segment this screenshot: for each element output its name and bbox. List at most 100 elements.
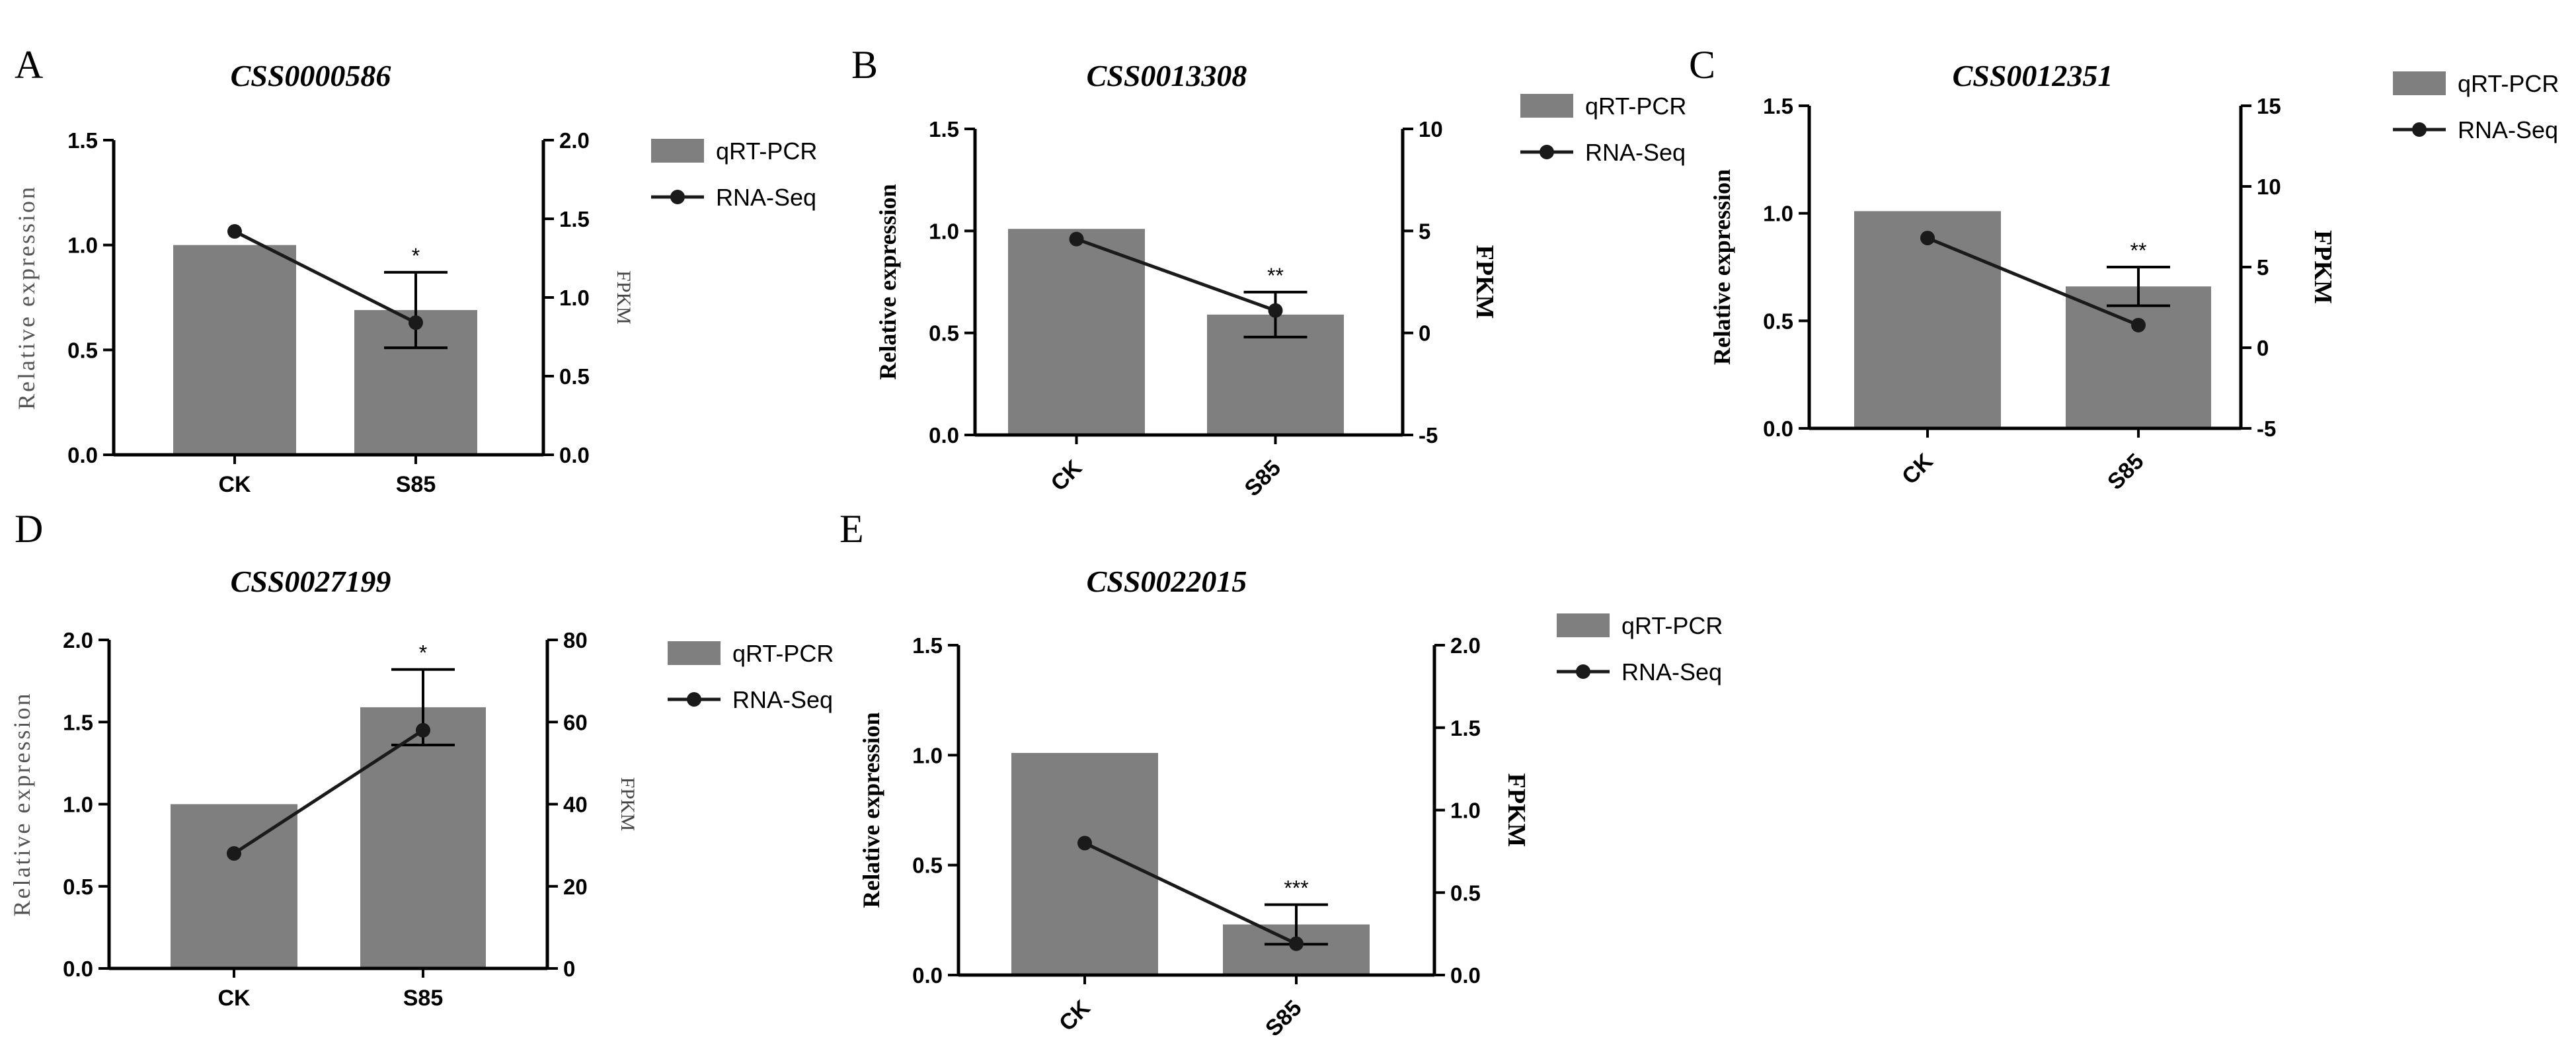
panel-letter: E xyxy=(839,507,864,551)
legend: qRT-PCR RNA-Seq xyxy=(651,137,817,211)
y-tick-label-right: 2.0 xyxy=(1450,633,1481,658)
y-tick-label-left: 1.0 xyxy=(912,743,943,767)
y-tick-label-left: 1.0 xyxy=(67,233,98,258)
y-tick-label-right: 10 xyxy=(2257,175,2281,199)
legend: qRT-PCR RNA-Seq xyxy=(1520,93,1686,166)
legend-swatch-qrt-pcr xyxy=(2393,71,2446,95)
y-tick-label-right: 0.5 xyxy=(559,364,590,389)
y-tick-label-right: 0.0 xyxy=(1450,963,1481,988)
rnaseq-point-s85 xyxy=(2131,317,2146,333)
legend: qRT-PCR RNA-Seq xyxy=(668,640,834,713)
bar-ck xyxy=(173,245,296,455)
y-tick-label-right: 1.0 xyxy=(1450,799,1481,823)
chart-panel-a: A CSS0000586 * 0.0 0.5 1.0 1.5 0.0 0.5 1.0 1.5 2.0 C… xyxy=(13,43,817,497)
chart-title: CSS0027199 xyxy=(231,565,391,598)
legend-marker-rna-seq xyxy=(1576,664,1590,679)
legend-marker-rna-seq xyxy=(2412,122,2427,137)
legend-swatch-qrt-pcr xyxy=(1557,613,1610,637)
legend-label-rna-seq: RNA-Seq xyxy=(1585,139,1686,166)
y-tick-label-left: 0.0 xyxy=(1763,416,1793,441)
rnaseq-line xyxy=(1927,236,2139,327)
rnaseq-point-ck xyxy=(227,846,241,861)
y-tick-label-right: 5 xyxy=(2257,255,2269,280)
legend-label-rna-seq: RNA-Seq xyxy=(716,184,816,211)
legend: qRT-PCR RNA-Seq xyxy=(2393,70,2559,143)
chart-title: CSS0012351 xyxy=(1953,59,2113,93)
y-tick-label-right: 2.0 xyxy=(559,128,590,153)
y-tick-label-right: 40 xyxy=(563,793,588,817)
x-tick-label: CK xyxy=(1897,448,1938,489)
legend-marker-rna-seq xyxy=(687,692,701,707)
x-tick-label: CK xyxy=(218,472,251,497)
y-axis-label-right: FPKM xyxy=(613,270,635,325)
legend-label-qrt-pcr: qRT-PCR xyxy=(1585,93,1686,120)
y-tick-label-left: 0.5 xyxy=(63,875,93,899)
legend-marker-rna-seq xyxy=(1540,145,1554,159)
y-tick-label-left: 0.0 xyxy=(63,957,93,981)
chart-title: CSS0013308 xyxy=(1087,59,1247,93)
y-tick-label-left: 1.5 xyxy=(1763,94,1793,118)
y-axis-label-right: FPKM xyxy=(2309,230,2337,304)
chart-panel-e: E CSS0022015 *** 0.0 0.5 1.0 1.5 0.0 0.5 1.0 1.5 2.… xyxy=(839,507,1723,1041)
y-tick-label-left: 0.0 xyxy=(912,963,943,988)
y-tick-label-left: 2.0 xyxy=(63,628,93,652)
y-tick-label-left: 0.0 xyxy=(67,443,98,467)
legend-label-qrt-pcr: qRT-PCR xyxy=(2458,70,2559,97)
panel-letter: C xyxy=(1689,43,1715,87)
chart-title: CSS0000586 xyxy=(231,59,391,93)
legend-label-qrt-pcr: qRT-PCR xyxy=(1621,612,1723,639)
y-axis-label-right: FPKM xyxy=(1471,245,1499,319)
rnaseq-point-s85 xyxy=(1289,936,1304,951)
bar-ck xyxy=(1011,753,1158,975)
y-tick-label-right: 80 xyxy=(563,628,588,652)
y-axis-label-left: Relative expression xyxy=(1709,169,1735,365)
legend-label-rna-seq: RNA-Seq xyxy=(732,686,833,713)
y-tick-label-left: 0.5 xyxy=(67,338,98,362)
rnaseq-point-s85 xyxy=(416,723,430,738)
y-axis-label-right: FPKM xyxy=(617,777,639,832)
y-tick-label-left: 0.0 xyxy=(929,423,959,448)
y-tick-label-left: 1.5 xyxy=(912,633,943,658)
y-tick-label-right: 0.5 xyxy=(1450,881,1481,905)
y-tick-label-right: 0 xyxy=(2257,336,2269,360)
panel-letter: B xyxy=(851,43,878,87)
rnaseq-point-ck xyxy=(1920,231,1935,246)
y-tick-label-right: 0 xyxy=(1419,321,1430,346)
legend-swatch-qrt-pcr xyxy=(651,139,704,163)
legend-marker-rna-seq xyxy=(670,190,685,204)
y-tick-label-right: -5 xyxy=(2257,416,2276,441)
x-tick-label: S85 xyxy=(1261,996,1307,1042)
y-tick-label-left: 0.5 xyxy=(912,853,943,878)
legend-swatch-qrt-pcr xyxy=(1520,94,1573,118)
y-tick-label-right: -5 xyxy=(1419,423,1438,448)
y-tick-label-right: 20 xyxy=(563,875,588,899)
bar-s85 xyxy=(360,707,486,968)
y-axis-label-left: Relative expression xyxy=(858,712,884,908)
y-tick-label-left: 1.5 xyxy=(929,117,959,141)
rnaseq-line xyxy=(1075,237,1276,313)
chart-title: CSS0022015 xyxy=(1087,565,1247,598)
legend-label-rna-seq: RNA-Seq xyxy=(2458,116,2558,143)
rnaseq-point-s85 xyxy=(409,315,423,331)
y-tick-label-right: 5 xyxy=(1419,219,1430,243)
x-tick-label: S85 xyxy=(2103,449,2149,495)
y-tick-label-left: 1.0 xyxy=(63,793,93,817)
y-axis-label-left: Relative expression xyxy=(13,185,40,410)
legend-label-rna-seq: RNA-Seq xyxy=(1621,658,1722,686)
rnaseq-point-s85 xyxy=(1268,303,1283,318)
bar-s85 xyxy=(2066,286,2211,428)
y-axis-label-left: Relative expression xyxy=(9,692,35,917)
x-tick-label: CK xyxy=(217,986,251,1011)
panel-letter: A xyxy=(15,43,43,87)
y-tick-label-right: 1.0 xyxy=(559,286,590,310)
significance-label: * xyxy=(412,244,420,268)
x-tick-label: S85 xyxy=(1240,455,1286,502)
rnaseq-line xyxy=(1083,842,1298,945)
y-tick-label-right: 0 xyxy=(563,957,575,981)
x-tick-label: S85 xyxy=(396,472,436,497)
significance-label: ** xyxy=(2130,239,2147,262)
y-tick-label-right: 15 xyxy=(2257,94,2281,118)
x-tick-label: CK xyxy=(1054,995,1095,1036)
bar-ck xyxy=(1854,211,2001,428)
